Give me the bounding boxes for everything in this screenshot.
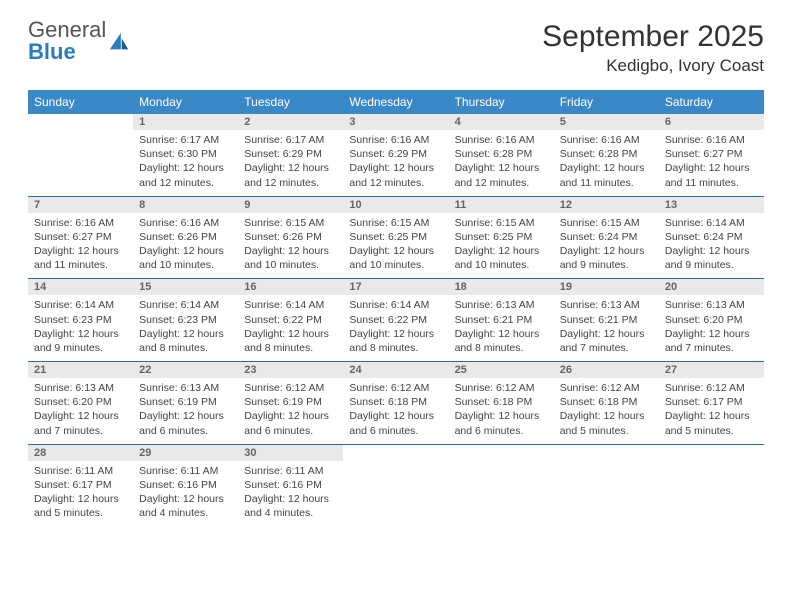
day-details-cell: Sunrise: 6:16 AMSunset: 6:28 PMDaylight:… [449,130,554,196]
day-details-cell: Sunrise: 6:13 AMSunset: 6:20 PMDaylight:… [659,295,764,361]
details-row: Sunrise: 6:14 AMSunset: 6:23 PMDaylight:… [28,295,764,361]
day-details-cell: Sunrise: 6:15 AMSunset: 6:24 PMDaylight:… [554,213,659,279]
day-details-cell: Sunrise: 6:12 AMSunset: 6:18 PMDaylight:… [343,378,448,444]
day-number-cell: 24 [343,362,448,379]
day-number-cell: 20 [659,279,764,296]
dow-saturday: Saturday [659,90,764,114]
day-details-cell: Sunrise: 6:13 AMSunset: 6:21 PMDaylight:… [554,295,659,361]
day-number-cell: 5 [554,114,659,130]
day-number-cell: 14 [28,279,133,296]
dow-tuesday: Tuesday [238,90,343,114]
day-details-cell: Sunrise: 6:15 AMSunset: 6:25 PMDaylight:… [449,213,554,279]
day-details-cell: Sunrise: 6:12 AMSunset: 6:19 PMDaylight:… [238,378,343,444]
day-number-cell: 27 [659,362,764,379]
day-details-cell: Sunrise: 6:12 AMSunset: 6:18 PMDaylight:… [554,378,659,444]
day-number-cell: 19 [554,279,659,296]
dow-thursday: Thursday [449,90,554,114]
day-number-cell: 15 [133,279,238,296]
day-details-cell: Sunrise: 6:16 AMSunset: 6:27 PMDaylight:… [659,130,764,196]
day-number-cell: 9 [238,196,343,213]
daynum-row: 123456 [28,114,764,130]
day-number-cell [449,444,554,461]
day-number-cell [28,114,133,130]
day-details-cell: Sunrise: 6:12 AMSunset: 6:18 PMDaylight:… [449,378,554,444]
day-number-cell: 21 [28,362,133,379]
details-row: Sunrise: 6:11 AMSunset: 6:17 PMDaylight:… [28,461,764,527]
dow-wednesday: Wednesday [343,90,448,114]
day-details-cell [28,130,133,196]
day-number-cell: 3 [343,114,448,130]
day-details-cell: Sunrise: 6:16 AMSunset: 6:29 PMDaylight:… [343,130,448,196]
day-details-cell: Sunrise: 6:17 AMSunset: 6:30 PMDaylight:… [133,130,238,196]
day-details-cell [659,461,764,527]
day-details-cell: Sunrise: 6:13 AMSunset: 6:20 PMDaylight:… [28,378,133,444]
day-details-cell: Sunrise: 6:13 AMSunset: 6:21 PMDaylight:… [449,295,554,361]
day-number-cell: 22 [133,362,238,379]
day-details-cell: Sunrise: 6:12 AMSunset: 6:17 PMDaylight:… [659,378,764,444]
day-details-cell [449,461,554,527]
day-details-cell [343,461,448,527]
day-number-cell: 16 [238,279,343,296]
logo-text-blue: Blue [28,39,76,64]
day-details-cell [554,461,659,527]
day-number-cell [554,444,659,461]
day-number-cell: 6 [659,114,764,130]
daynum-row: 14151617181920 [28,279,764,296]
day-details-cell: Sunrise: 6:11 AMSunset: 6:17 PMDaylight:… [28,461,133,527]
dow-row: Sunday Monday Tuesday Wednesday Thursday… [28,90,764,114]
day-details-cell: Sunrise: 6:11 AMSunset: 6:16 PMDaylight:… [133,461,238,527]
dow-monday: Monday [133,90,238,114]
day-number-cell: 28 [28,444,133,461]
day-details-cell: Sunrise: 6:16 AMSunset: 6:26 PMDaylight:… [133,213,238,279]
daynum-row: 21222324252627 [28,362,764,379]
day-number-cell [659,444,764,461]
day-number-cell: 17 [343,279,448,296]
details-row: Sunrise: 6:16 AMSunset: 6:27 PMDaylight:… [28,213,764,279]
day-details-cell: Sunrise: 6:15 AMSunset: 6:26 PMDaylight:… [238,213,343,279]
day-details-cell: Sunrise: 6:17 AMSunset: 6:29 PMDaylight:… [238,130,343,196]
location: Kedigbo, Ivory Coast [542,56,764,76]
day-details-cell: Sunrise: 6:15 AMSunset: 6:25 PMDaylight:… [343,213,448,279]
day-number-cell: 11 [449,196,554,213]
logo-sail-icon [108,31,130,53]
daynum-row: 282930 [28,444,764,461]
calendar-page: General Blue September 2025 Kedigbo, Ivo… [0,0,792,546]
day-number-cell: 26 [554,362,659,379]
logo-text: General Blue [28,20,106,64]
dow-sunday: Sunday [28,90,133,114]
title-block: September 2025 Kedigbo, Ivory Coast [542,20,764,76]
calendar-table: Sunday Monday Tuesday Wednesday Thursday… [28,90,764,526]
day-number-cell: 1 [133,114,238,130]
details-row: Sunrise: 6:13 AMSunset: 6:20 PMDaylight:… [28,378,764,444]
day-number-cell: 29 [133,444,238,461]
details-row: Sunrise: 6:17 AMSunset: 6:30 PMDaylight:… [28,130,764,196]
day-details-cell: Sunrise: 6:16 AMSunset: 6:28 PMDaylight:… [554,130,659,196]
month-title: September 2025 [542,20,764,54]
day-number-cell: 2 [238,114,343,130]
day-details-cell: Sunrise: 6:14 AMSunset: 6:22 PMDaylight:… [343,295,448,361]
day-details-cell: Sunrise: 6:14 AMSunset: 6:23 PMDaylight:… [28,295,133,361]
day-details-cell: Sunrise: 6:13 AMSunset: 6:19 PMDaylight:… [133,378,238,444]
day-number-cell [343,444,448,461]
day-details-cell: Sunrise: 6:14 AMSunset: 6:24 PMDaylight:… [659,213,764,279]
day-number-cell: 10 [343,196,448,213]
dow-friday: Friday [554,90,659,114]
day-number-cell: 18 [449,279,554,296]
day-number-cell: 8 [133,196,238,213]
day-number-cell: 4 [449,114,554,130]
logo: General Blue [28,20,130,64]
day-number-cell: 13 [659,196,764,213]
calendar-body: 123456Sunrise: 6:17 AMSunset: 6:30 PMDay… [28,114,764,526]
day-number-cell: 30 [238,444,343,461]
day-details-cell: Sunrise: 6:14 AMSunset: 6:22 PMDaylight:… [238,295,343,361]
day-number-cell: 12 [554,196,659,213]
day-number-cell: 25 [449,362,554,379]
day-details-cell: Sunrise: 6:11 AMSunset: 6:16 PMDaylight:… [238,461,343,527]
day-number-cell: 23 [238,362,343,379]
day-number-cell: 7 [28,196,133,213]
header: General Blue September 2025 Kedigbo, Ivo… [28,20,764,76]
daynum-row: 78910111213 [28,196,764,213]
day-details-cell: Sunrise: 6:14 AMSunset: 6:23 PMDaylight:… [133,295,238,361]
day-details-cell: Sunrise: 6:16 AMSunset: 6:27 PMDaylight:… [28,213,133,279]
